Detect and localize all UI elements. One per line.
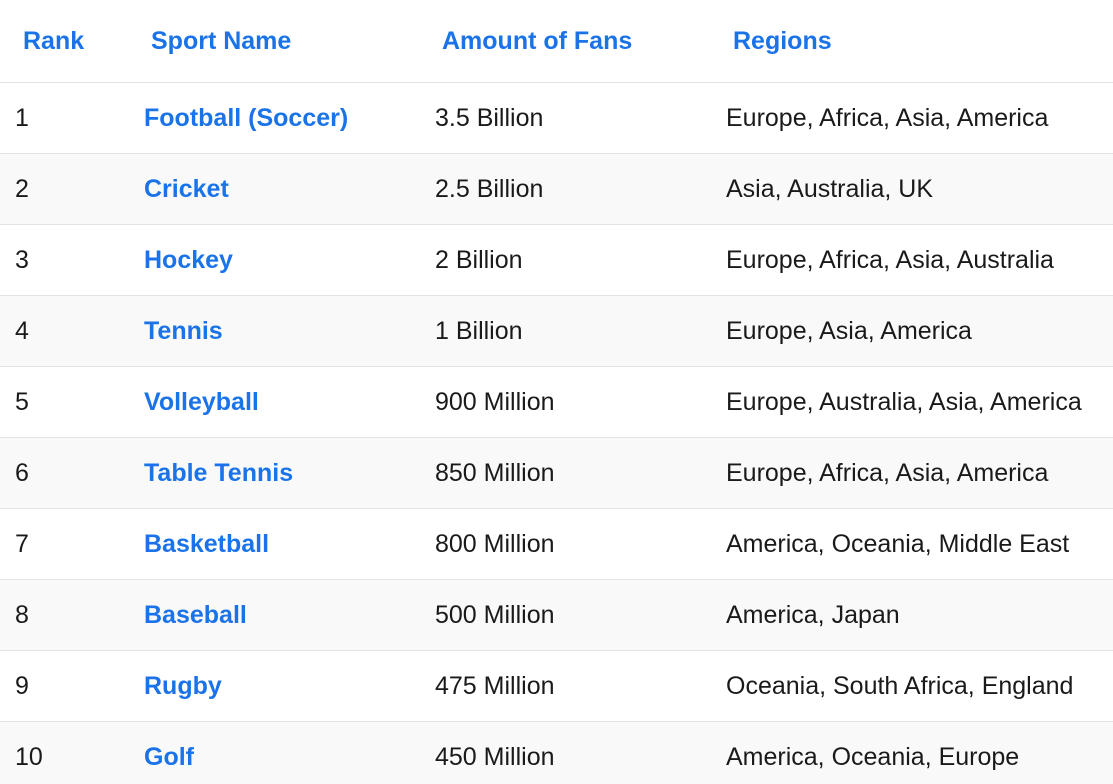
regions-cell: America, Japan: [726, 600, 900, 629]
fans-cell: 1 Billion: [435, 316, 523, 345]
table-row: 8 Baseball 500 Million America, Japan: [0, 580, 1113, 651]
rank-cell: 7: [15, 529, 29, 558]
regions-cell: Europe, Africa, Asia, Australia: [726, 245, 1054, 274]
rank-cell: 2: [15, 174, 29, 203]
header-rank: Rank: [23, 26, 85, 55]
table-row: 3 Hockey 2 Billion Europe, Africa, Asia, Au…: [0, 225, 1113, 296]
rank-cell: 4: [15, 316, 29, 345]
fans-cell: 3.5 Billion: [435, 103, 544, 132]
fans-cell: 850 Million: [435, 458, 555, 487]
sport-name-link[interactable]: Table Tennis: [144, 458, 294, 487]
sport-name-link[interactable]: Basketball: [144, 529, 270, 558]
sport-name-link[interactable]: Tennis: [144, 316, 223, 345]
fans-cell: 800 Million: [435, 529, 555, 558]
sport-name-link[interactable]: Hockey: [144, 245, 233, 274]
sport-name-link[interactable]: Cricket: [144, 174, 229, 203]
table-row: 6 Table Tennis 850 Million Europe, Africa, …: [0, 438, 1113, 509]
table-row: 2 Cricket 2.5 Billion Asia, Australia, UK: [0, 154, 1113, 225]
regions-cell: America, Oceania, Middle East: [726, 529, 1070, 558]
regions-cell: Europe, Africa, Asia, America: [726, 458, 1049, 487]
table-row: 5 Volleyball 900 Million Europe, Australia,…: [0, 367, 1113, 438]
rank-cell: 10: [15, 742, 43, 771]
table-body: 1 Football (Soccer) 3.5 Billion Europe, Afr…: [0, 83, 1113, 784]
fans-cell: 475 Million: [435, 671, 555, 700]
header-regions: Regions: [733, 26, 832, 55]
sport-name-link[interactable]: Football (Soccer): [144, 103, 349, 132]
rank-cell: 9: [15, 671, 29, 700]
regions-cell: Asia, Australia, UK: [726, 174, 934, 203]
sport-name-link[interactable]: Golf: [144, 742, 194, 771]
sport-name-link[interactable]: Rugby: [144, 671, 222, 700]
regions-cell: Europe, Australia, Asia, America: [726, 387, 1082, 416]
regions-cell: Europe, Asia, America: [726, 316, 972, 345]
rank-cell: 3: [15, 245, 29, 274]
sport-name-link[interactable]: Baseball: [144, 600, 247, 629]
rank-cell: 1: [15, 103, 29, 132]
rank-cell: 5: [15, 387, 29, 416]
table-row: 9 Rugby 475 Million Oceania, South Africa, …: [0, 651, 1113, 722]
rank-cell: 6: [15, 458, 29, 487]
fans-cell: 500 Million: [435, 600, 555, 629]
table-row: 7 Basketball 800 Million America, Oceania, …: [0, 509, 1113, 580]
sport-name-link[interactable]: Volleyball: [144, 387, 259, 416]
table-row: 10 Golf 450 Million America, Oceania, Europ…: [0, 722, 1113, 784]
regions-cell: Oceania, South Africa, England: [726, 671, 1074, 700]
table-row: 1 Football (Soccer) 3.5 Billion Europe, Afr…: [0, 83, 1113, 154]
regions-cell: Europe, Africa, Asia, America: [726, 103, 1049, 132]
rank-cell: 8: [15, 600, 29, 629]
fans-cell: 900 Million: [435, 387, 555, 416]
table-row: 4 Tennis 1 Billion Europe, Asia, America: [0, 296, 1113, 367]
header-fans: Amount of Fans: [442, 26, 633, 55]
regions-cell: America, Oceania, Europe: [726, 742, 1020, 771]
fans-cell: 2.5 Billion: [435, 174, 544, 203]
table-header: Rank Sport Name Amount of Fans Regions: [0, 0, 1113, 83]
fans-cell: 2 Billion: [435, 245, 523, 274]
fans-cell: 450 Million: [435, 742, 555, 771]
header-sport-name: Sport Name: [151, 26, 292, 55]
